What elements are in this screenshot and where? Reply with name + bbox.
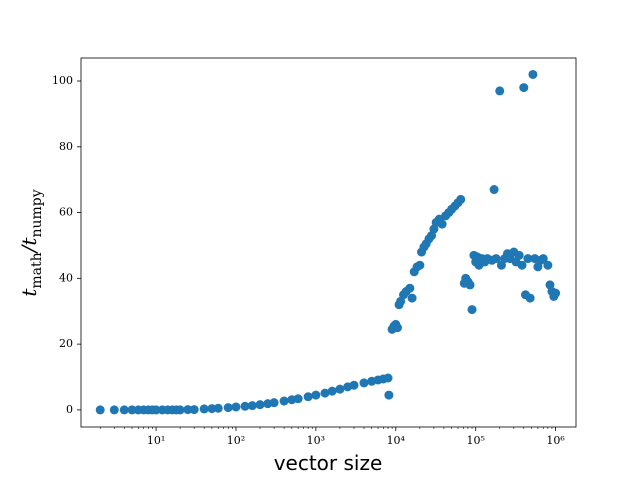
y-tick-label: 80 <box>59 140 73 153</box>
x-tick-label: 10⁴ <box>387 434 406 447</box>
scatter-point <box>407 293 417 303</box>
x-tick-label: 10³ <box>307 434 325 447</box>
scatter-point <box>519 83 529 93</box>
scatter-point <box>240 401 250 411</box>
y-label-part: /t <box>17 237 41 255</box>
plot-frame <box>80 57 577 428</box>
y-tick-label: 20 <box>59 337 73 350</box>
scatter-point <box>151 405 161 415</box>
y-label-sub: numpy <box>29 189 45 237</box>
x-tick-label: 10² <box>227 434 245 447</box>
scatter-point <box>293 394 303 404</box>
scatter-point <box>456 194 466 204</box>
scatter-point <box>525 293 535 303</box>
scatter-point <box>467 305 477 315</box>
y-tick-label: 0 <box>66 403 73 416</box>
scatter-point <box>213 403 223 413</box>
scatter-point <box>95 405 105 415</box>
scatter-point <box>517 260 527 270</box>
scatter-point <box>551 288 561 298</box>
scatter-point <box>523 254 533 264</box>
scatter-point <box>405 283 415 293</box>
y-tick-label: 100 <box>52 74 73 87</box>
scatter-point <box>109 405 119 415</box>
scatter-point <box>489 185 499 195</box>
x-axis-label: vector size <box>274 451 383 475</box>
scatter-point <box>189 405 199 415</box>
y-label-part: t <box>17 288 41 297</box>
scatter-point <box>384 390 394 400</box>
scatter-point <box>183 405 193 415</box>
plot-marks <box>95 69 561 415</box>
scatter-point <box>119 405 129 415</box>
x-tick-label: 10¹ <box>147 434 165 447</box>
scatter-point <box>528 69 538 79</box>
y-axis-label: tmath/tnumpy <box>17 189 45 296</box>
x-tick-label: 10⁵ <box>466 434 484 447</box>
scatter-point <box>247 401 257 411</box>
scatter-point <box>543 260 553 270</box>
x-tick-label: 10⁶ <box>546 434 565 447</box>
scatter-point <box>231 402 241 412</box>
scatter-point <box>279 396 289 406</box>
scatter-point <box>514 250 524 260</box>
scatter-point <box>495 86 505 96</box>
scatter-point <box>359 378 369 388</box>
scatter-point <box>383 373 393 383</box>
scatter-point <box>311 390 321 400</box>
scatter-point <box>303 392 313 402</box>
scatter-point <box>437 219 447 229</box>
scatter-point <box>538 254 548 264</box>
y-tick-label: 60 <box>59 206 73 219</box>
scatter-point <box>415 260 425 270</box>
scatter-point <box>207 404 217 414</box>
scatter-point <box>127 405 137 415</box>
scatter-point <box>335 384 345 394</box>
scatter-point <box>491 254 501 264</box>
scatter-point <box>320 388 330 398</box>
scatter-point <box>392 323 402 333</box>
scatter-point <box>349 380 359 390</box>
y-tick-label: 40 <box>59 271 73 284</box>
scatter-point <box>175 405 185 415</box>
scatter-point <box>327 386 337 396</box>
scatter-point <box>269 398 279 408</box>
y-label-sub: math <box>29 252 45 288</box>
scatter-point <box>199 404 209 414</box>
scatter-point <box>223 403 233 413</box>
scatter-point <box>255 400 265 410</box>
scatter-point <box>465 280 475 290</box>
